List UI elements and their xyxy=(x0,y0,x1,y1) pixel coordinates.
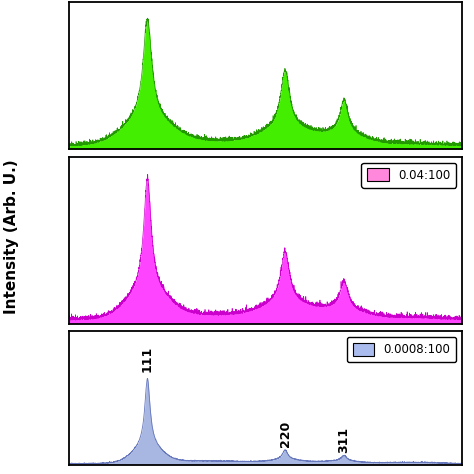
Legend: 0.04:100: 0.04:100 xyxy=(362,163,456,188)
Legend: 0.0008:100: 0.0008:100 xyxy=(347,337,456,362)
Text: 220: 220 xyxy=(279,421,292,447)
Text: 311: 311 xyxy=(337,427,351,453)
Text: Intensity (Arb. U.): Intensity (Arb. U.) xyxy=(4,160,19,314)
Text: 111: 111 xyxy=(141,346,154,373)
